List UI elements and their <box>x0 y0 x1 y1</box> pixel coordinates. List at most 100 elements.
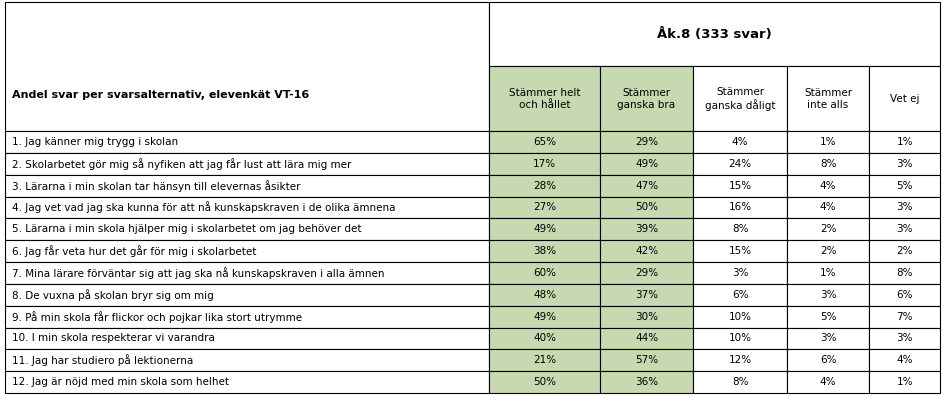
Bar <box>786 175 868 197</box>
Bar <box>693 197 786 218</box>
Bar <box>5 262 489 284</box>
Bar <box>489 240 599 262</box>
Bar <box>693 175 786 197</box>
Text: 24%: 24% <box>728 159 750 169</box>
Bar <box>786 197 868 218</box>
Text: 5%: 5% <box>896 181 912 191</box>
Bar <box>489 153 599 175</box>
Bar <box>489 218 599 240</box>
Bar <box>489 349 599 371</box>
Text: Andel svar per svarsalternativ, elevenkät VT-16: Andel svar per svarsalternativ, elevenkä… <box>12 90 310 100</box>
Text: 11. Jag har studiero på lektionerna: 11. Jag har studiero på lektionerna <box>12 354 194 366</box>
Text: 3%: 3% <box>896 224 912 234</box>
Text: 1. Jag känner mig trygg i skolan: 1. Jag känner mig trygg i skolan <box>12 137 178 147</box>
Bar <box>786 284 868 306</box>
Bar <box>5 240 489 262</box>
Bar <box>868 371 939 393</box>
Text: Stämmer helt
och hållet: Stämmer helt och hållet <box>508 88 580 109</box>
Text: 9. På min skola får flickor och pojkar lika stort utrymme: 9. På min skola får flickor och pojkar l… <box>12 310 302 323</box>
Text: 1%: 1% <box>896 377 912 387</box>
Text: 6%: 6% <box>818 355 835 365</box>
Bar <box>786 371 868 393</box>
Bar <box>693 218 786 240</box>
Text: 29%: 29% <box>634 268 657 278</box>
Text: 57%: 57% <box>634 355 657 365</box>
Text: 8%: 8% <box>731 224 748 234</box>
Text: 10%: 10% <box>728 312 750 322</box>
Bar <box>599 131 693 153</box>
Text: 47%: 47% <box>634 181 657 191</box>
Text: 2%: 2% <box>818 224 835 234</box>
Text: 1%: 1% <box>818 137 835 147</box>
Bar <box>868 175 939 197</box>
Bar <box>5 197 489 218</box>
Bar <box>599 262 693 284</box>
Text: 36%: 36% <box>634 377 657 387</box>
Bar <box>5 371 489 393</box>
Bar <box>868 327 939 349</box>
Bar <box>599 240 693 262</box>
Bar <box>786 240 868 262</box>
Bar <box>5 306 489 327</box>
Text: 6. Jag får veta hur det går för mig i skolarbetet: 6. Jag får veta hur det går för mig i sk… <box>12 245 257 257</box>
Text: Åk.8 (333 svar): Åk.8 (333 svar) <box>657 28 771 41</box>
Bar <box>599 197 693 218</box>
Bar <box>868 197 939 218</box>
Bar <box>599 327 693 349</box>
Bar <box>599 175 693 197</box>
Bar <box>5 349 489 371</box>
Text: Stämmer
inte alls: Stämmer inte alls <box>803 88 851 109</box>
Bar <box>868 131 939 153</box>
Text: 3%: 3% <box>896 203 912 213</box>
Bar <box>5 327 489 349</box>
Text: 1%: 1% <box>818 268 835 278</box>
Text: 8%: 8% <box>896 268 912 278</box>
Bar <box>868 218 939 240</box>
Text: 49%: 49% <box>634 159 657 169</box>
Bar <box>693 66 786 131</box>
Bar <box>5 175 489 197</box>
Bar <box>489 306 599 327</box>
Bar <box>786 218 868 240</box>
Text: 8%: 8% <box>818 159 835 169</box>
Bar <box>693 371 786 393</box>
Text: 3%: 3% <box>896 159 912 169</box>
Bar <box>489 262 599 284</box>
Bar <box>489 284 599 306</box>
Text: 5%: 5% <box>818 312 835 322</box>
Text: Vet ej: Vet ej <box>889 94 919 104</box>
Text: 6%: 6% <box>896 290 912 300</box>
Text: 10. I min skola respekterar vi varandra: 10. I min skola respekterar vi varandra <box>12 333 215 343</box>
Text: 4%: 4% <box>731 137 748 147</box>
Bar <box>868 262 939 284</box>
Bar <box>489 66 599 131</box>
Bar <box>489 197 599 218</box>
Bar <box>5 153 489 175</box>
Text: 2%: 2% <box>896 246 912 256</box>
Bar <box>786 327 868 349</box>
Text: 4%: 4% <box>818 203 835 213</box>
Text: 60%: 60% <box>532 268 555 278</box>
Text: 49%: 49% <box>532 312 555 322</box>
Text: 10%: 10% <box>728 333 750 343</box>
Bar <box>693 131 786 153</box>
Bar <box>693 262 786 284</box>
Text: 30%: 30% <box>634 312 657 322</box>
Text: 39%: 39% <box>634 224 657 234</box>
Bar <box>489 2 939 66</box>
Text: 48%: 48% <box>532 290 555 300</box>
Bar <box>599 349 693 371</box>
Text: 1%: 1% <box>896 137 912 147</box>
Text: 4%: 4% <box>896 355 912 365</box>
Text: Stämmer
ganska dåligt: Stämmer ganska dåligt <box>704 87 774 111</box>
Bar <box>693 327 786 349</box>
Bar <box>786 131 868 153</box>
Text: 15%: 15% <box>728 181 750 191</box>
Bar <box>693 153 786 175</box>
Text: 28%: 28% <box>532 181 555 191</box>
Bar <box>868 349 939 371</box>
Text: 40%: 40% <box>532 333 555 343</box>
Text: 50%: 50% <box>634 203 657 213</box>
Bar <box>599 306 693 327</box>
Text: 4%: 4% <box>818 181 835 191</box>
